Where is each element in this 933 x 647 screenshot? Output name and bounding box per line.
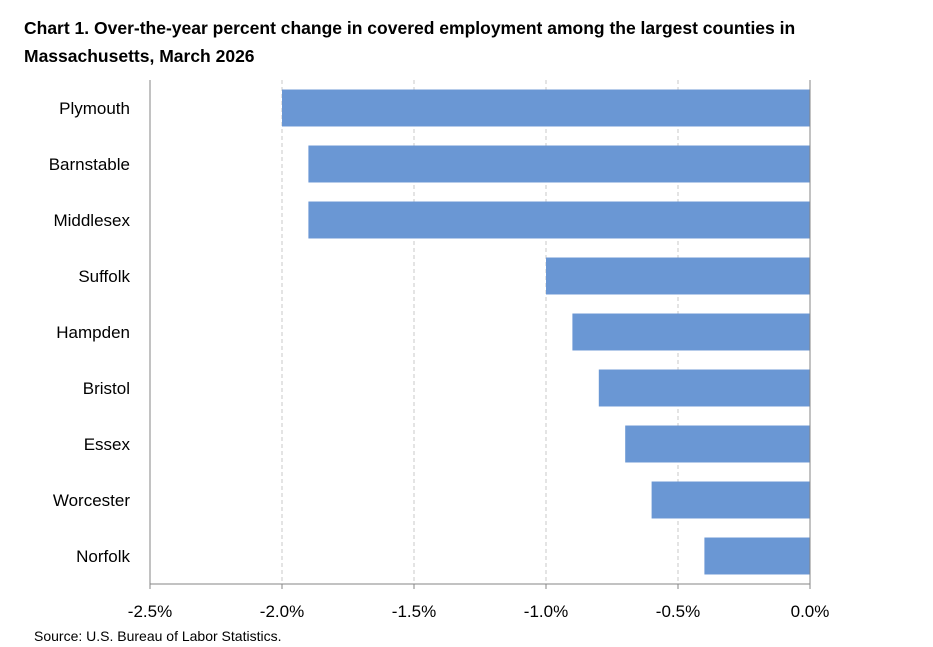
bar-barnstable bbox=[308, 145, 810, 183]
category-label-suffolk: Suffolk bbox=[78, 267, 130, 286]
category-label-middlesex: Middlesex bbox=[53, 211, 130, 230]
x-tick-label: -1.5% bbox=[392, 602, 436, 621]
bars bbox=[282, 89, 810, 575]
bar-worcester bbox=[651, 481, 810, 519]
category-label-bristol: Bristol bbox=[83, 379, 130, 398]
x-tick-label: -2.0% bbox=[260, 602, 304, 621]
bar-norfolk bbox=[704, 537, 810, 575]
source-note: Source: U.S. Bureau of Labor Statistics. bbox=[34, 628, 282, 644]
bar-essex bbox=[625, 425, 810, 463]
bar-hampden bbox=[572, 313, 810, 351]
bar-bristol bbox=[598, 369, 810, 407]
category-label-hampden: Hampden bbox=[56, 323, 130, 342]
category-label-norfolk: Norfolk bbox=[76, 547, 130, 566]
category-label-barnstable: Barnstable bbox=[49, 155, 130, 174]
category-label-worcester: Worcester bbox=[53, 491, 130, 510]
x-tick-label: -0.5% bbox=[656, 602, 700, 621]
x-tick-label: -1.0% bbox=[524, 602, 568, 621]
bar-suffolk bbox=[546, 257, 810, 295]
x-tick-label: -2.5% bbox=[128, 602, 172, 621]
x-tick-label: 0.0% bbox=[791, 602, 830, 621]
axes bbox=[149, 80, 811, 589]
chart-title: Chart 1. Over-the-year percent change in… bbox=[24, 18, 796, 66]
category-label-plymouth: Plymouth bbox=[59, 99, 130, 118]
bar-plymouth bbox=[282, 89, 810, 127]
bar-middlesex bbox=[308, 201, 810, 239]
category-label-essex: Essex bbox=[84, 435, 131, 454]
tick-labels: -2.5% -2.0% -1.5% -1.0% -0.5% 0.0% bbox=[128, 602, 830, 621]
category-labels: Plymouth Barnstable Middlesex Suffolk Hampde… bbox=[49, 99, 131, 566]
